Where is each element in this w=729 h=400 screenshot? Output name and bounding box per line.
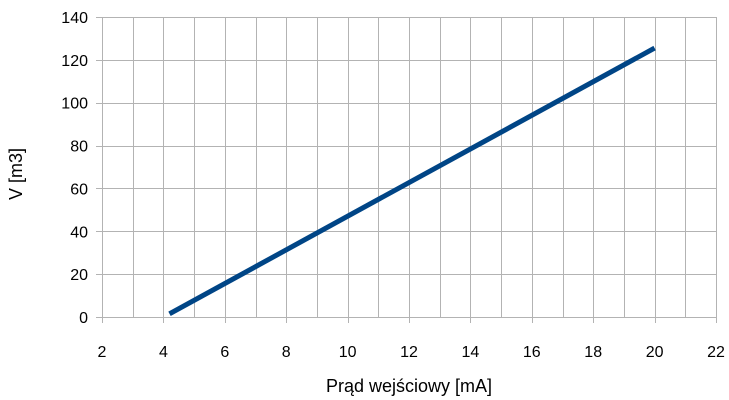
y-tick-labels: 0 20 40 60 80 100 120 140 bbox=[61, 10, 88, 327]
y-tick-label: 140 bbox=[61, 10, 88, 27]
x-tick-label: 8 bbox=[282, 344, 291, 361]
axes bbox=[96, 17, 717, 323]
x-tick-label: 2 bbox=[98, 344, 107, 361]
x-tick-label: 20 bbox=[646, 344, 664, 361]
y-tick-label: 20 bbox=[70, 267, 88, 284]
x-tick-label: 4 bbox=[159, 344, 168, 361]
x-axis-title: Prąd wejściowy [mA] bbox=[326, 376, 492, 396]
y-tick-label: 60 bbox=[70, 181, 88, 198]
series-layer bbox=[168, 45, 656, 316]
y-tick-label: 0 bbox=[79, 310, 88, 327]
y-tick-label: 80 bbox=[70, 139, 88, 156]
y-tick-label: 100 bbox=[61, 96, 88, 113]
y-tick-label: 120 bbox=[61, 53, 88, 70]
series-line bbox=[168, 45, 656, 316]
x-tick-labels: 2 4 6 8 10 12 14 16 18 20 22 bbox=[98, 344, 725, 361]
y-tick-label: 40 bbox=[70, 224, 88, 241]
x-tick-label: 14 bbox=[462, 344, 480, 361]
x-tick-label: 6 bbox=[220, 344, 229, 361]
x-tick-label: 10 bbox=[339, 344, 357, 361]
x-tick-label: 12 bbox=[400, 344, 418, 361]
x-tick-label: 22 bbox=[707, 344, 725, 361]
y-axis-title: V [m3] bbox=[6, 148, 26, 200]
x-tick-label: 16 bbox=[523, 344, 541, 361]
x-tick-label: 18 bbox=[584, 344, 602, 361]
